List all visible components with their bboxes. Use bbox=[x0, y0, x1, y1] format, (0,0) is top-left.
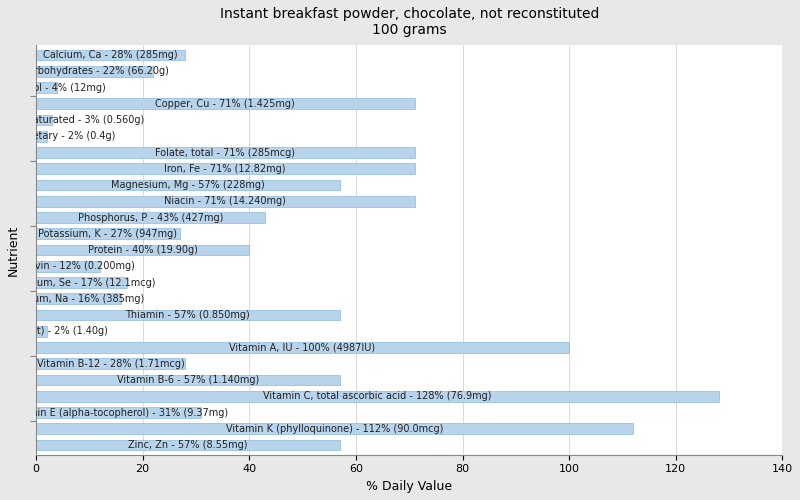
Bar bbox=[36, 147, 414, 158]
Text: Cholesterol - 4% (12mg): Cholesterol - 4% (12mg) bbox=[0, 82, 106, 92]
Text: Zinc, Zn - 57% (8.55mg): Zinc, Zn - 57% (8.55mg) bbox=[128, 440, 248, 450]
Bar bbox=[36, 342, 569, 353]
Text: Niacin - 71% (14.240mg): Niacin - 71% (14.240mg) bbox=[164, 196, 286, 206]
Bar bbox=[36, 326, 46, 336]
Bar bbox=[36, 391, 718, 402]
Text: Vitamin E (alpha-tocopherol) - 31% (9.37mg): Vitamin E (alpha-tocopherol) - 31% (9.37… bbox=[9, 408, 228, 418]
Bar bbox=[36, 374, 340, 386]
Title: Instant breakfast powder, chocolate, not reconstituted
100 grams: Instant breakfast powder, chocolate, not… bbox=[219, 7, 599, 37]
Text: Copper, Cu - 71% (1.425mg): Copper, Cu - 71% (1.425mg) bbox=[155, 99, 295, 109]
Bar bbox=[36, 114, 52, 126]
Bar bbox=[36, 358, 186, 369]
Text: Vitamin B-12 - 28% (1.71mcg): Vitamin B-12 - 28% (1.71mcg) bbox=[37, 359, 185, 369]
Bar bbox=[36, 180, 340, 190]
Bar bbox=[36, 407, 202, 418]
Bar bbox=[36, 261, 100, 272]
Text: Vitamin K (phylloquinone) - 112% (90.0mcg): Vitamin K (phylloquinone) - 112% (90.0mc… bbox=[226, 424, 443, 434]
Text: Thiamin - 57% (0.850mg): Thiamin - 57% (0.850mg) bbox=[126, 310, 250, 320]
Text: Vitamin A, IU - 100% (4987IU): Vitamin A, IU - 100% (4987IU) bbox=[230, 342, 376, 352]
Text: Potassium, K - 27% (947mg): Potassium, K - 27% (947mg) bbox=[38, 229, 178, 239]
Y-axis label: Nutrient: Nutrient bbox=[7, 224, 20, 276]
Text: Iron, Fe - 71% (12.82mg): Iron, Fe - 71% (12.82mg) bbox=[165, 164, 286, 174]
Text: Vitamin C, total ascorbic acid - 128% (76.9mg): Vitamin C, total ascorbic acid - 128% (7… bbox=[263, 392, 491, 402]
Text: Phosphorus, P - 43% (427mg): Phosphorus, P - 43% (427mg) bbox=[78, 212, 223, 222]
Bar bbox=[36, 294, 122, 304]
Text: Protein - 40% (19.90g): Protein - 40% (19.90g) bbox=[88, 245, 198, 255]
Text: Total lipid (fat) - 2% (1.40g): Total lipid (fat) - 2% (1.40g) bbox=[0, 326, 108, 336]
Bar bbox=[36, 50, 186, 60]
Bar bbox=[36, 131, 46, 141]
Bar bbox=[36, 212, 266, 223]
Text: Vitamin B-6 - 57% (1.140mg): Vitamin B-6 - 57% (1.140mg) bbox=[117, 375, 259, 385]
Text: Carbohydrates - 22% (66.20g): Carbohydrates - 22% (66.20g) bbox=[21, 66, 169, 76]
X-axis label: % Daily Value: % Daily Value bbox=[366, 480, 452, 493]
Text: Magnesium, Mg - 57% (228mg): Magnesium, Mg - 57% (228mg) bbox=[111, 180, 265, 190]
Bar bbox=[36, 82, 58, 93]
Bar bbox=[36, 228, 180, 239]
Text: Selenium, Se - 17% (12.1mcg): Selenium, Se - 17% (12.1mcg) bbox=[7, 278, 155, 287]
Bar bbox=[36, 196, 414, 206]
Bar bbox=[36, 310, 340, 320]
Bar bbox=[36, 164, 414, 174]
Text: Folate, total - 71% (285mcg): Folate, total - 71% (285mcg) bbox=[155, 148, 295, 158]
Bar bbox=[36, 440, 340, 450]
Bar bbox=[36, 244, 250, 256]
Text: Sodium, Na - 16% (385mg): Sodium, Na - 16% (385mg) bbox=[13, 294, 145, 304]
Text: Fiber, total dietary - 2% (0.4g): Fiber, total dietary - 2% (0.4g) bbox=[0, 132, 115, 141]
Text: Riboflavin - 12% (0.200mg): Riboflavin - 12% (0.200mg) bbox=[1, 262, 135, 272]
Text: Calcium, Ca - 28% (285mg): Calcium, Ca - 28% (285mg) bbox=[43, 50, 178, 60]
Bar bbox=[36, 424, 633, 434]
Text: Fatty acids, total saturated - 3% (0.560g): Fatty acids, total saturated - 3% (0.560… bbox=[0, 115, 145, 125]
Bar bbox=[36, 98, 414, 109]
Bar bbox=[36, 277, 126, 288]
Bar bbox=[36, 66, 154, 76]
